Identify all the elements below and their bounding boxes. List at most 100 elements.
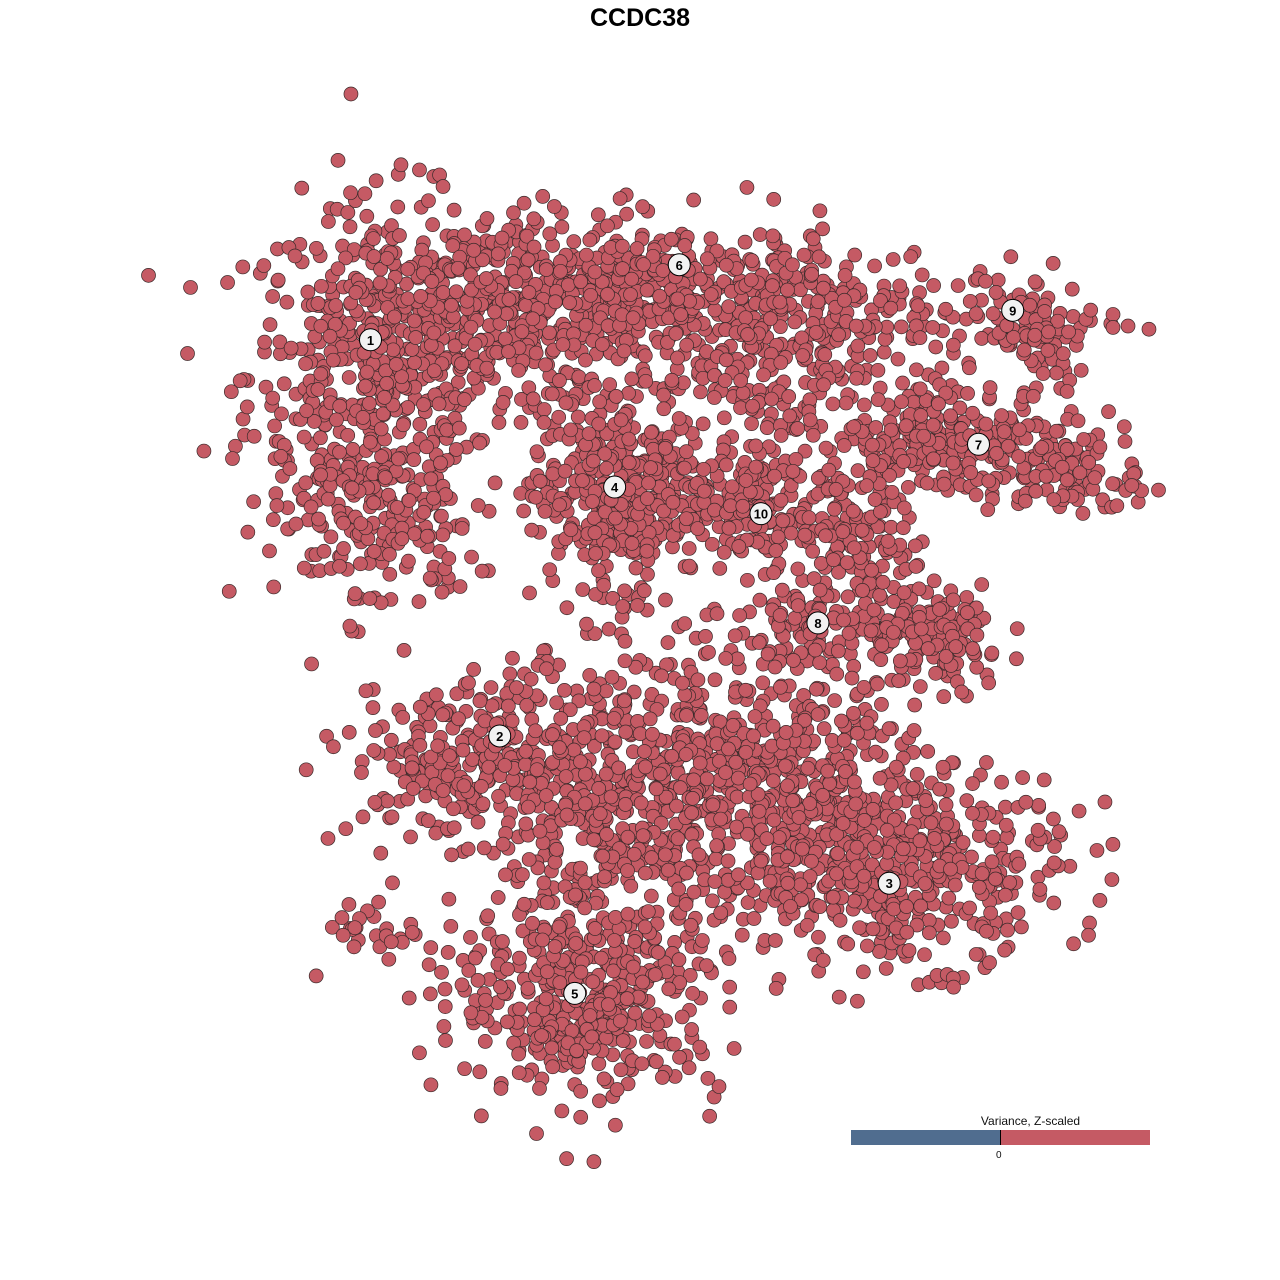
cell-point — [783, 478, 799, 493]
cell-point — [1035, 366, 1051, 381]
cell-point — [707, 502, 722, 518]
cell-point — [907, 697, 923, 713]
cell-point — [246, 494, 261, 510]
cell-point — [962, 360, 977, 376]
cell-point — [985, 306, 1001, 321]
cell-point — [1034, 440, 1050, 455]
cell-point — [141, 268, 156, 283]
cell-point — [520, 252, 536, 268]
cell-point — [1109, 498, 1125, 514]
cell-point — [866, 840, 882, 855]
cell-point — [1071, 803, 1087, 819]
cell-point — [412, 1045, 427, 1061]
cell-point — [896, 454, 911, 469]
cell-point — [690, 521, 705, 536]
points-layer — [141, 86, 1166, 1170]
cell-point — [401, 553, 416, 569]
cell-point — [665, 494, 681, 510]
cell-point — [538, 357, 553, 373]
cell-point — [886, 624, 901, 640]
chart-title: CCDC38 — [589, 4, 691, 32]
cell-point — [294, 180, 310, 196]
cell-point — [780, 282, 795, 298]
cell-point — [554, 1103, 570, 1119]
cell-point — [448, 442, 464, 457]
cell-point — [426, 490, 441, 506]
cell-point — [573, 1083, 589, 1099]
cell-point — [434, 584, 450, 600]
cell-point — [1059, 384, 1075, 399]
cell-point — [549, 695, 564, 711]
cell-point — [579, 616, 594, 632]
cell-point — [836, 732, 852, 748]
cell-point — [974, 866, 990, 881]
cell-point — [246, 428, 262, 444]
cell-point — [636, 257, 651, 272]
cell-point — [963, 465, 979, 480]
cell-point — [865, 437, 880, 453]
cell-point — [1014, 919, 1029, 935]
cell-point — [1009, 651, 1024, 667]
cell-point — [382, 566, 398, 582]
cell-point — [587, 264, 603, 280]
cell-point — [444, 297, 459, 313]
cell-point — [341, 370, 357, 385]
cell-point — [766, 812, 782, 828]
cell-point — [838, 395, 854, 411]
cell-point — [500, 1014, 515, 1030]
cell-point — [841, 625, 857, 641]
cell-point — [581, 426, 597, 441]
cell-point — [472, 693, 488, 709]
cell-point — [836, 438, 852, 453]
cell-point — [723, 498, 738, 514]
cell-point — [621, 455, 637, 471]
cell-point — [794, 841, 810, 857]
cell-point — [895, 520, 911, 536]
cell-point — [579, 247, 594, 263]
cell-point — [525, 915, 540, 931]
cell-point — [479, 211, 495, 226]
cell-point — [809, 681, 824, 697]
cell-point — [627, 934, 642, 949]
cell-point — [299, 403, 314, 419]
cell-point — [1046, 492, 1062, 507]
cell-point — [873, 652, 889, 667]
cell-point — [1000, 922, 1015, 938]
cell-point — [276, 376, 292, 392]
cell-point — [818, 528, 833, 544]
cell-point — [656, 401, 672, 417]
cell-point — [642, 1008, 657, 1024]
cell-point — [1050, 313, 1066, 329]
cell-point — [969, 627, 985, 643]
cell-point — [413, 289, 429, 304]
cell-point — [998, 817, 1014, 833]
cell-point — [911, 581, 927, 597]
cell-point — [682, 558, 697, 574]
cell-point — [936, 689, 952, 704]
cell-point — [645, 248, 661, 264]
cell-point — [807, 642, 823, 658]
cell-point — [624, 371, 640, 387]
cell-point — [306, 414, 322, 429]
cell-point — [383, 934, 399, 950]
cell-point — [979, 923, 994, 939]
cell-point — [671, 411, 687, 426]
cell-point — [1101, 404, 1116, 419]
cell-point — [325, 352, 341, 368]
cell-point — [965, 405, 981, 421]
cell-point — [1124, 478, 1140, 493]
cell-point — [470, 973, 486, 988]
cell-point — [664, 231, 679, 247]
cell-point — [720, 853, 736, 869]
cell-point — [608, 389, 624, 404]
cell-point — [515, 867, 530, 882]
cell-point — [618, 797, 633, 812]
cell-point — [938, 797, 954, 813]
cell-point — [463, 930, 478, 945]
cell-point — [865, 453, 881, 468]
cell-point — [795, 348, 810, 363]
cell-point — [735, 498, 751, 514]
cell-point — [256, 258, 272, 273]
cell-point — [1011, 449, 1027, 464]
cell-point — [1046, 855, 1062, 871]
